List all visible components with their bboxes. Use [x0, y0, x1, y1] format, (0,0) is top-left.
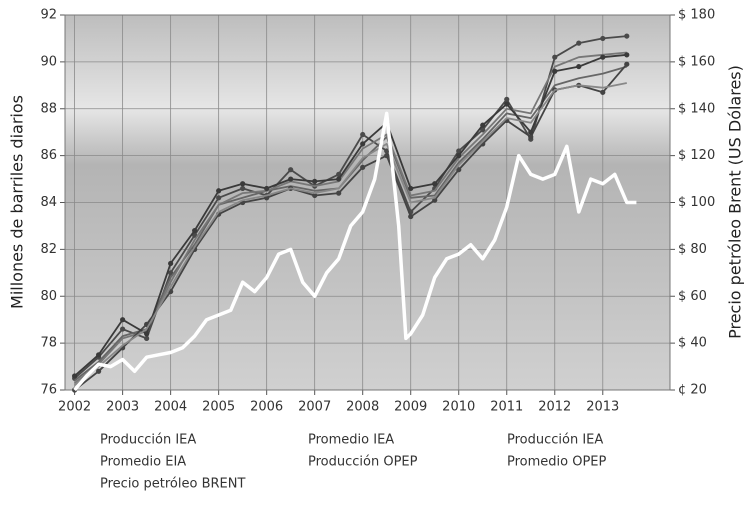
y-tick-label: 76	[40, 383, 57, 398]
legend-label: Producción IEA	[507, 433, 603, 448]
data-point	[288, 176, 293, 181]
legend-label: Producción OPEP	[308, 455, 418, 470]
y-tick-label: 80	[40, 289, 57, 304]
data-point	[600, 55, 605, 60]
data-point	[600, 90, 605, 95]
data-point	[336, 176, 341, 181]
x-tick-label: 2003	[106, 400, 139, 415]
x-tick-label: 2009	[394, 400, 427, 415]
data-point	[240, 186, 245, 191]
data-point	[288, 167, 293, 172]
data-point	[504, 101, 509, 106]
x-tick-label: 2008	[346, 400, 379, 415]
data-point	[528, 134, 533, 139]
x-tick-label: 2012	[538, 400, 571, 415]
legend-label: Promedio EIA	[100, 455, 186, 470]
x-tick-label: 2006	[250, 400, 283, 415]
y2-axis-title: Precio petróleo Brent (US Dólares)	[726, 65, 745, 339]
x-tick-label: 2013	[586, 400, 619, 415]
legend-label: Precio petróleo BRENT	[100, 477, 245, 492]
data-point	[576, 64, 581, 69]
x-tick-label: 2007	[298, 400, 331, 415]
y-tick-label: 78	[40, 336, 57, 351]
page: Millones de barriles diarios Precio petr…	[0, 0, 749, 525]
y-tick-label: 88	[40, 101, 57, 116]
data-point	[576, 41, 581, 46]
data-point	[360, 165, 365, 170]
y-axis-title: Millones de barriles diarios	[8, 95, 27, 309]
y-tick-label: 84	[40, 195, 57, 210]
y2-tick-label: $ 60	[678, 289, 707, 304]
x-tick-label: 2002	[58, 400, 91, 415]
y-tick-label: 82	[40, 242, 57, 257]
legend-label: Producción IEA	[100, 433, 196, 448]
data-point	[360, 132, 365, 137]
data-point	[384, 153, 389, 158]
x-tick-label: 2011	[490, 400, 523, 415]
data-point	[264, 186, 269, 191]
data-point	[216, 195, 221, 200]
data-point	[192, 228, 197, 233]
data-point	[312, 179, 317, 184]
data-point	[120, 317, 125, 322]
chart: Millones de barriles diarios Precio petr…	[0, 0, 749, 525]
data-point	[600, 36, 605, 41]
x-tick-label: 2004	[154, 400, 187, 415]
data-point	[528, 130, 533, 135]
data-point	[624, 62, 629, 67]
data-point	[552, 55, 557, 60]
legend-label: Promedio OPEP	[507, 455, 607, 470]
data-point	[336, 191, 341, 196]
data-point	[144, 336, 149, 341]
x-tick-label: 2010	[442, 400, 475, 415]
data-point	[552, 69, 557, 74]
data-point	[504, 97, 509, 102]
data-point	[216, 188, 221, 193]
y2-tick-label: $ 140	[678, 101, 715, 116]
y2-tick-label: $ 180	[678, 8, 715, 23]
y2-tick-label: $ 160	[678, 54, 715, 69]
data-point	[456, 153, 461, 158]
data-point	[624, 52, 629, 57]
data-point	[480, 123, 485, 128]
data-point	[432, 181, 437, 186]
x-tick-label: 2005	[202, 400, 235, 415]
y-tick-label: 92	[40, 8, 57, 23]
data-point	[96, 369, 101, 374]
data-point	[408, 214, 413, 219]
data-point	[360, 141, 365, 146]
y2-tick-label: $ 120	[678, 148, 715, 163]
data-point	[120, 326, 125, 331]
data-point	[624, 33, 629, 38]
y-tick-label: 90	[40, 54, 57, 69]
data-point	[408, 186, 413, 191]
y2-tick-label: $ 80	[678, 242, 707, 257]
y2-tick-label: $ 40	[678, 336, 707, 351]
data-point	[144, 331, 149, 336]
data-point	[240, 181, 245, 186]
legend-label: Promedio IEA	[308, 433, 394, 448]
data-point	[96, 352, 101, 357]
y-tick-label: 86	[40, 148, 57, 163]
data-point	[72, 373, 77, 378]
data-point	[168, 261, 173, 266]
y2-tick-label: $ 100	[678, 195, 715, 210]
y2-tick-label: ¢ 20	[678, 383, 707, 398]
